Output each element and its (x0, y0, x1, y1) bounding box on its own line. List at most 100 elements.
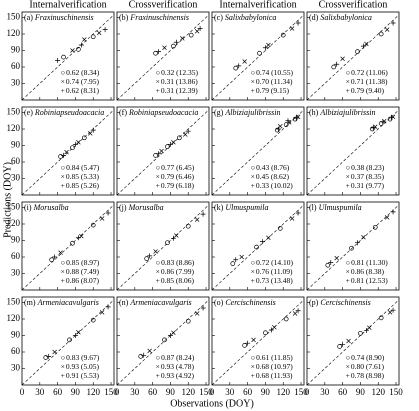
x-tick-label: 150 (389, 387, 403, 397)
point (295, 210, 301, 216)
point (384, 27, 390, 32)
stat-marker: + (156, 276, 160, 285)
panel-label: (l) (309, 203, 317, 212)
stat-marker: ○ (346, 258, 351, 267)
x-tick-label: 60 (53, 387, 63, 397)
point (99, 310, 105, 315)
point (194, 29, 200, 34)
point (165, 240, 170, 246)
point (176, 135, 182, 141)
point (372, 224, 378, 230)
one-to-one-line (21, 14, 115, 101)
column-title: Internalverification (219, 0, 296, 10)
point (78, 42, 84, 48)
column-title: Crossverification (319, 0, 388, 10)
point (159, 148, 164, 154)
point (242, 343, 247, 348)
point (367, 325, 372, 331)
stat-text: +0.62 (8.31) (61, 86, 100, 95)
one-to-one-line (21, 204, 115, 291)
stat-marker: × (251, 267, 255, 276)
panel-title: (l) Ulmuspumila (309, 203, 362, 212)
panel-title: (e) Robiniapseudoacacia (24, 108, 104, 117)
stat-text: +0.93 (4.92) (156, 371, 195, 380)
point (369, 126, 375, 132)
species-name: Robiniapseudoacacia (34, 108, 104, 117)
stat-value: 0.62 (8.34) (66, 68, 100, 77)
stat-text: ×0.85 (5.33) (61, 172, 100, 181)
point (388, 114, 394, 120)
point (76, 329, 81, 335)
stat-marker: ○ (251, 353, 256, 362)
stat-text: ×0.74 (7.95) (61, 77, 100, 86)
point (378, 31, 384, 37)
panel-frame (306, 106, 400, 196)
one-to-one-line (306, 204, 400, 291)
stat-text: ○0.84 (5.47) (61, 163, 100, 172)
stat-text: ○0.74 (8.90) (346, 353, 385, 362)
stat-marker: + (156, 371, 160, 380)
stat-text: ×0.86 (8.38) (346, 267, 385, 276)
stat-text: ○0.85 (8.97) (61, 258, 100, 267)
stat-value: 0.81 (11.30) (351, 258, 388, 267)
stat-marker: ○ (251, 258, 256, 267)
x-tick-label: 0 (115, 387, 120, 397)
y-tick-label: 30 (11, 78, 21, 88)
stat-marker: + (346, 276, 350, 285)
x-tick-label: 120 (371, 387, 385, 397)
stat-marker: × (156, 267, 160, 276)
point (274, 127, 280, 133)
stat-value: 0.85 (5.33) (66, 172, 100, 181)
point (61, 152, 67, 158)
y-tick-label: 30 (11, 363, 21, 373)
panel-frame (211, 106, 305, 196)
point (295, 308, 301, 314)
y-tick-label: 150 (7, 107, 21, 117)
point (58, 154, 63, 159)
x-tick-label: 30 (225, 387, 235, 397)
y-tick-label: 120 (7, 28, 21, 38)
y-tick-label: 30 (11, 268, 21, 278)
stat-value: 0.93 (5.05) (66, 362, 100, 371)
stat-marker: ○ (251, 163, 256, 172)
point (167, 333, 173, 338)
point (76, 139, 81, 145)
stat-marker: ○ (61, 68, 66, 77)
panel-frame (116, 11, 210, 101)
stat-marker: + (346, 181, 350, 190)
stat-value: 0.86 (8.07) (66, 276, 100, 285)
species-name: Cercischinensis (320, 298, 370, 307)
species-name: Albiziajulibrissin (224, 108, 280, 117)
point (289, 26, 295, 31)
point (141, 352, 147, 358)
point (349, 245, 354, 251)
stat-value: 0.72 (14.10) (256, 258, 293, 267)
x-tick-label: 60 (338, 387, 348, 397)
stat-value: 0.43 (8.76) (256, 163, 290, 172)
point (263, 330, 268, 336)
point (275, 126, 281, 132)
x-tick-label: 90 (71, 387, 81, 397)
panel-title: (n) Armeniacavulgaris (119, 298, 192, 307)
panel-frame (306, 11, 400, 101)
panel-frame (116, 296, 210, 386)
one-to-one-line (21, 109, 115, 196)
point (90, 127, 96, 133)
point (52, 349, 57, 355)
stat-text: +0.31 (9.77) (346, 181, 385, 190)
stat-marker: + (346, 371, 350, 380)
point (259, 239, 265, 245)
stat-marker: ○ (156, 68, 161, 77)
y-tick-label: 60 (11, 346, 21, 356)
point (283, 316, 289, 322)
stat-value: 0.93 (4.78) (161, 362, 195, 371)
y-axis-label: Predictions (DOY) (2, 162, 13, 238)
point (88, 131, 93, 136)
point (257, 50, 262, 56)
x-tick-label: 0 (210, 387, 215, 397)
point (55, 57, 61, 63)
stat-value: 0.31 (12.39) (161, 86, 198, 95)
panel-label: (n) (119, 298, 129, 307)
y-tick-label: 150 (7, 202, 21, 212)
x-tick-label: 150 (294, 387, 308, 397)
